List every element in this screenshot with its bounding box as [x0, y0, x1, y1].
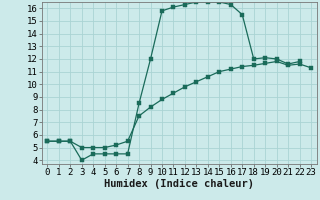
X-axis label: Humidex (Indice chaleur): Humidex (Indice chaleur)	[104, 179, 254, 189]
